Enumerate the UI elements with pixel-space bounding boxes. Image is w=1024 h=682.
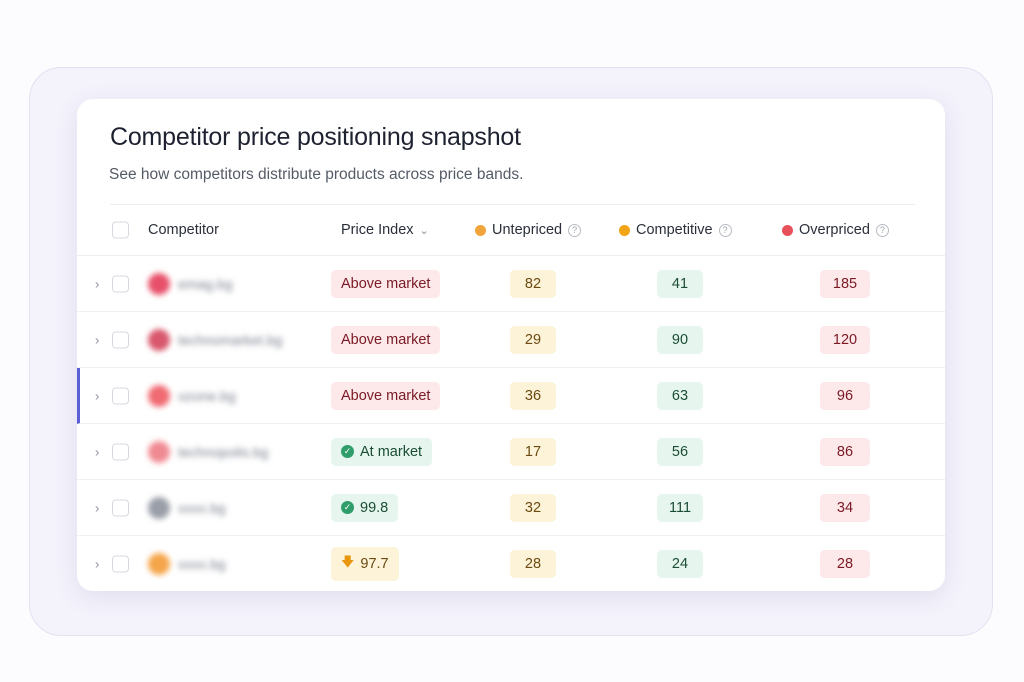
untepriced-dot-icon bbox=[475, 224, 486, 236]
expand-chevron-icon[interactable]: › bbox=[95, 388, 100, 403]
row-checkbox[interactable] bbox=[112, 387, 129, 404]
competitive-count: 41 bbox=[657, 269, 703, 298]
price-index-value: At market bbox=[360, 443, 423, 460]
price-index-value: Above market bbox=[341, 387, 431, 404]
expand-chevron-icon[interactable]: › bbox=[95, 556, 100, 571]
competitor-name[interactable]: ozone.bg bbox=[178, 387, 236, 404]
price-index-label: Price Index bbox=[341, 222, 414, 238]
row-checkbox[interactable] bbox=[112, 275, 129, 292]
price-index-badge: 🡇 97.7 bbox=[331, 546, 399, 581]
untepriced-count: 17 bbox=[510, 437, 556, 466]
competitor-logo bbox=[148, 440, 170, 463]
arrow-down-icon: 🡇 bbox=[341, 553, 355, 569]
table-header: Competitor Price Index ⌄ Untepriced? Comp… bbox=[77, 205, 945, 256]
competitor-name[interactable]: technomarket.bg bbox=[178, 331, 283, 348]
untepriced-count: 82 bbox=[510, 269, 556, 298]
overpriced-count: 34 bbox=[820, 493, 870, 522]
competitive-count: 111 bbox=[657, 493, 703, 522]
expand-chevron-icon[interactable]: › bbox=[95, 332, 100, 347]
competitive-count: 90 bbox=[657, 325, 703, 354]
check-circle-icon: ✓ bbox=[341, 501, 354, 514]
competitor-logo bbox=[148, 496, 170, 519]
help-icon[interactable]: ? bbox=[875, 223, 889, 237]
competitor-name[interactable]: emag.bg bbox=[178, 275, 233, 292]
check-circle-icon: ✓ bbox=[341, 445, 354, 458]
competitor-name[interactable]: xxxx.bg bbox=[178, 499, 226, 516]
overpriced-count: 185 bbox=[820, 269, 870, 298]
competitive-count: 63 bbox=[657, 381, 703, 410]
page-subtitle: See how competitors distribute products … bbox=[109, 166, 524, 183]
competitor-name[interactable]: xxxx.bg bbox=[178, 555, 226, 572]
column-overpriced: Overpriced? bbox=[782, 222, 889, 238]
table-row[interactable]: › technopolis.bg ✓ At market 17 56 86 bbox=[77, 424, 945, 480]
row-checkbox[interactable] bbox=[112, 555, 129, 572]
overpriced-count: 86 bbox=[820, 437, 870, 466]
competitive-count: 24 bbox=[657, 549, 703, 578]
table-row[interactable]: › ozone.bg Above market 36 63 96 bbox=[77, 368, 945, 424]
overpriced-dot-icon bbox=[782, 224, 793, 236]
snapshot-card: Competitor price positioning snapshot Se… bbox=[77, 99, 945, 591]
column-competitor: Competitor bbox=[148, 222, 219, 238]
untepriced-count: 29 bbox=[510, 325, 556, 354]
help-icon[interactable]: ? bbox=[718, 223, 732, 237]
untepriced-count: 32 bbox=[510, 493, 556, 522]
price-index-badge: Above market bbox=[331, 325, 441, 354]
table-row[interactable]: › emag.bg Above market 82 41 185 bbox=[77, 256, 945, 312]
divider bbox=[110, 204, 915, 205]
page-title: Competitor price positioning snapshot bbox=[110, 123, 521, 151]
price-index-badge: Above market bbox=[331, 381, 441, 410]
competitor-name[interactable]: technopolis.bg bbox=[178, 443, 269, 460]
overpriced-count: 28 bbox=[820, 549, 870, 578]
table-row[interactable]: › xxxx.bg 🡇 97.7 28 24 28 bbox=[77, 536, 945, 591]
price-index-value: 99.8 bbox=[360, 499, 389, 516]
competitor-logo bbox=[148, 272, 170, 295]
price-index-badge: ✓ At market bbox=[331, 437, 433, 466]
expand-chevron-icon[interactable]: › bbox=[95, 276, 100, 291]
untepriced-count: 28 bbox=[510, 549, 556, 578]
column-competitive: Competitive? bbox=[619, 222, 732, 238]
chevron-down-icon: ⌄ bbox=[419, 224, 429, 237]
price-index-value: Above market bbox=[341, 275, 431, 292]
untepriced-label: Untepriced bbox=[492, 222, 563, 238]
competitive-count: 56 bbox=[657, 437, 703, 466]
help-icon[interactable]: ? bbox=[568, 223, 582, 237]
expand-chevron-icon[interactable]: › bbox=[95, 444, 100, 459]
column-price-index[interactable]: Price Index ⌄ bbox=[341, 222, 429, 238]
table-row[interactable]: › xxxx.bg ✓ 99.8 32 111 34 bbox=[77, 480, 945, 536]
overpriced-label: Overpriced bbox=[799, 222, 870, 238]
competitive-dot-icon bbox=[619, 224, 630, 236]
price-index-badge: ✓ 99.8 bbox=[331, 493, 399, 522]
column-untepriced: Untepriced? bbox=[475, 222, 582, 238]
overpriced-count: 120 bbox=[820, 325, 870, 354]
untepriced-count: 36 bbox=[510, 381, 556, 410]
price-index-value: 97.7 bbox=[360, 555, 389, 572]
price-index-badge: Above market bbox=[331, 269, 441, 298]
row-checkbox[interactable] bbox=[112, 331, 129, 348]
competitor-logo bbox=[148, 328, 170, 351]
table-row[interactable]: › technomarket.bg Above market 29 90 120 bbox=[77, 312, 945, 368]
overpriced-count: 96 bbox=[820, 381, 870, 410]
competitor-logo bbox=[148, 384, 170, 407]
expand-chevron-icon[interactable]: › bbox=[95, 500, 100, 515]
competitor-logo bbox=[148, 552, 170, 575]
price-index-value: Above market bbox=[341, 331, 431, 348]
select-all-checkbox[interactable] bbox=[112, 221, 129, 239]
row-checkbox[interactable] bbox=[112, 499, 129, 516]
competitive-label: Competitive bbox=[636, 222, 713, 238]
row-checkbox[interactable] bbox=[112, 443, 129, 460]
